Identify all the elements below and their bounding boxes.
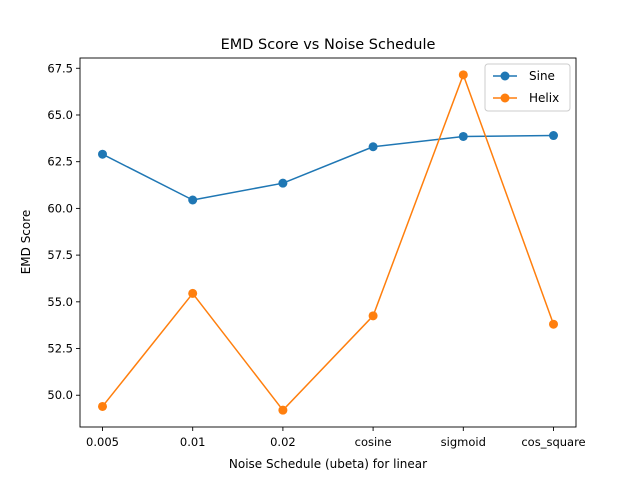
series-line-helix: [101, 74, 555, 411]
legend-marker-helix: [500, 93, 510, 103]
data-point-sine: [98, 149, 107, 159]
data-point-helix: [368, 311, 378, 321]
data-point-sine: [278, 178, 288, 188]
plot-frame: [79, 57, 577, 428]
data-point-helix: [458, 70, 468, 80]
y-tick-label: 60.0: [47, 201, 73, 215]
axis-ticks: 0.005 0.01 0.02 cosine sigmoid cos_square 50.0…: [47, 61, 585, 449]
data-point-sine: [549, 131, 558, 141]
y-tick-label: 52.5: [47, 342, 73, 356]
x-axis-label: Noise Schedule (ubeta) for linear: [229, 457, 427, 471]
legend-label-helix: Helix: [529, 91, 559, 105]
data-point-helix: [98, 401, 107, 411]
y-tick-label: 50.0: [47, 388, 73, 402]
y-tick-label: 55.0: [47, 295, 73, 309]
legend-label-sine: Sine: [529, 69, 555, 83]
y-tick-label: 62.5: [47, 155, 73, 169]
data-point-sine: [368, 142, 378, 152]
x-tick-label: cos_square: [521, 435, 585, 449]
x-tick-label: 0.02: [270, 435, 296, 449]
x-tick-label: 0.01: [180, 435, 206, 449]
series-line-sine: [102, 134, 554, 201]
data-point-helix: [278, 405, 288, 415]
x-tick-label: sigmoid: [441, 435, 486, 449]
y-tick-label: 65.0: [47, 108, 73, 122]
x-tick-label: 0.005: [86, 435, 119, 449]
data-point-helix: [188, 288, 198, 298]
legend: Sine Helix: [484, 63, 571, 112]
data-point-sine: [188, 195, 198, 205]
chart-title: EMD Score vs Noise Schedule: [221, 37, 436, 53]
x-tick-label: cosine: [355, 435, 392, 449]
legend-marker-sine: [500, 71, 510, 81]
plot-background: [80, 58, 576, 427]
y-axis-label: EMD Score: [19, 210, 33, 275]
y-tick-label: 57.5: [47, 248, 73, 262]
data-point-sine: [458, 131, 468, 141]
y-tick-label: 67.5: [47, 61, 73, 75]
series-lines: [98, 70, 558, 415]
data-point-helix: [549, 319, 558, 329]
